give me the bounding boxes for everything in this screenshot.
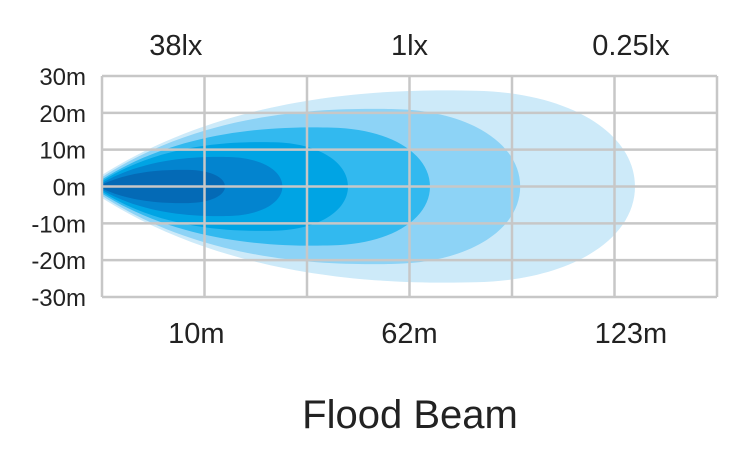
y-axis-ticks: 30m 20m 10m 0m -10m -20m -30m (31, 64, 86, 312)
distance-label: 10m (168, 318, 224, 350)
y-tick-label: 20m (39, 101, 86, 128)
lux-label: 38lx (149, 30, 203, 62)
y-tick-label: -10m (31, 211, 86, 238)
y-tick-label: 0m (53, 175, 86, 202)
chart-title: Flood Beam (302, 393, 518, 437)
distance-label: 123m (595, 318, 668, 350)
distance-labels: 10m 62m 123m (168, 318, 667, 350)
lux-label: 1lx (391, 30, 429, 62)
y-tick-label: -20m (31, 248, 86, 275)
chart-grid (100, 74, 719, 299)
y-tick-label: 30m (39, 64, 86, 91)
lux-labels: 38lx 1lx 0.25lx (149, 30, 670, 62)
lux-label: 0.25lx (592, 30, 670, 62)
distance-label: 62m (381, 318, 437, 350)
y-tick-label: 10m (39, 138, 86, 165)
y-tick-label: -30m (31, 285, 86, 312)
